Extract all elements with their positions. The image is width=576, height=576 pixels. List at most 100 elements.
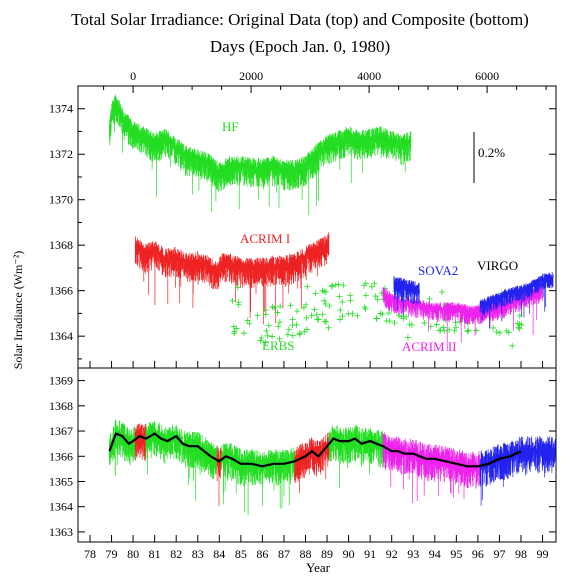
label-virgo: VIRGO — [477, 258, 518, 273]
top-axis-title: Days (Epoch Jan. 0, 1980) — [210, 37, 390, 56]
bottom-y-tick-label: 1365 — [49, 474, 73, 488]
erbs-point — [230, 323, 237, 330]
composite-segment — [134, 423, 147, 461]
erbs-point — [269, 303, 276, 310]
erbs-point — [321, 297, 328, 304]
erbs-point — [262, 311, 269, 318]
erbs-point — [345, 310, 352, 317]
erbs-point — [465, 327, 472, 334]
top-y-tick-label: 1366 — [49, 284, 73, 298]
year-tick-label: 85 — [235, 547, 247, 561]
erbs-point — [315, 316, 322, 323]
series-sova2 — [393, 276, 420, 317]
composite-segment — [382, 432, 481, 503]
top-y-tick-label: 1374 — [49, 102, 73, 116]
erbs-point — [264, 332, 271, 339]
label-acrim-ii: ACRIM II — [402, 339, 457, 354]
year-tick-label: 91 — [364, 547, 376, 561]
composite-segment — [109, 419, 136, 477]
erbs-point — [426, 295, 433, 302]
erbs-point — [300, 304, 307, 311]
scale-bar-label: 0.2% — [478, 145, 505, 160]
erbs-point — [493, 329, 500, 336]
year-tick-label: 95 — [450, 547, 462, 561]
composite-segment — [479, 436, 556, 506]
year-tick-label: 78 — [84, 547, 96, 561]
days-tick-label: 6000 — [475, 69, 499, 83]
erbs-point — [335, 281, 342, 288]
year-tick-label: 98 — [515, 547, 527, 561]
erbs-point — [322, 289, 329, 296]
erbs-point — [229, 297, 236, 304]
erbs-point — [321, 318, 328, 325]
erbs-point — [289, 316, 296, 323]
year-tick-label: 90 — [343, 547, 355, 561]
year-tick-label: 88 — [300, 547, 312, 561]
erbs-point — [231, 328, 238, 335]
erbs-point — [379, 311, 386, 318]
erbs-point — [396, 312, 403, 319]
series-acrim-i — [134, 231, 330, 325]
days-tick-label: 2000 — [239, 69, 263, 83]
erbs-point — [319, 311, 326, 318]
x-axis-label: Year — [306, 560, 331, 575]
year-tick-label: 97 — [493, 547, 505, 561]
erbs-point — [328, 283, 335, 290]
erbs-point — [406, 321, 413, 328]
erbs-point — [289, 332, 296, 339]
erbs-point — [276, 335, 283, 342]
year-tick-label: 96 — [472, 547, 484, 561]
erbs-point — [339, 313, 346, 320]
erbs-point — [441, 328, 448, 335]
chart-title: Total Solar Irradiance: Original Data (t… — [71, 10, 529, 29]
bottom-y-tick-label: 1368 — [49, 399, 73, 413]
erbs-point — [254, 312, 261, 319]
erbs-point — [271, 304, 278, 311]
bottom-y-tick-label: 1363 — [49, 525, 73, 539]
composite-segment — [216, 446, 222, 507]
composite-smoothed-line — [108, 432, 522, 468]
days-tick-label: 4000 — [357, 69, 381, 83]
erbs-point — [347, 297, 354, 304]
erbs-point — [490, 324, 497, 331]
erbs-point — [329, 282, 336, 289]
erbs-point — [368, 283, 375, 290]
erbs-point — [473, 327, 480, 334]
erbs-point — [296, 330, 303, 337]
year-tick-label: 79 — [106, 547, 118, 561]
erbs-point — [258, 334, 265, 341]
erbs-point — [303, 314, 310, 321]
erbs-point — [371, 280, 378, 287]
erbs-point — [284, 331, 291, 338]
bottom-panel-frame — [77, 367, 557, 543]
erbs-point — [361, 282, 368, 289]
erbs-point — [373, 315, 380, 322]
erbs-point — [285, 326, 292, 333]
erbs-point — [385, 310, 392, 317]
erbs-point — [257, 337, 264, 344]
erbs-point — [403, 313, 410, 320]
year-tick-label: 80 — [127, 547, 139, 561]
erbs-point — [362, 292, 369, 299]
erbs-point — [433, 321, 440, 328]
year-tick-label: 86 — [256, 547, 268, 561]
bottom-y-tick-label: 1364 — [49, 500, 73, 514]
erbs-point — [240, 330, 247, 337]
erbs-point — [277, 303, 284, 310]
erbs-point — [516, 320, 523, 327]
erbs-point — [311, 306, 318, 313]
erbs-point — [313, 311, 320, 318]
days-tick-label: 0 — [130, 69, 136, 83]
erbs-point — [322, 301, 329, 308]
bottom-y-tick-label: 1366 — [49, 449, 73, 463]
bottom-y-tick-label: 1369 — [49, 374, 73, 388]
erbs-point — [294, 308, 301, 315]
erbs-point — [287, 302, 294, 309]
erbs-point — [509, 342, 516, 349]
erbs-point — [464, 328, 471, 335]
erbs-point — [235, 299, 242, 306]
erbs-point — [339, 299, 346, 306]
erbs-point — [312, 290, 319, 297]
erbs-point — [374, 296, 381, 303]
erbs-point — [372, 293, 379, 300]
